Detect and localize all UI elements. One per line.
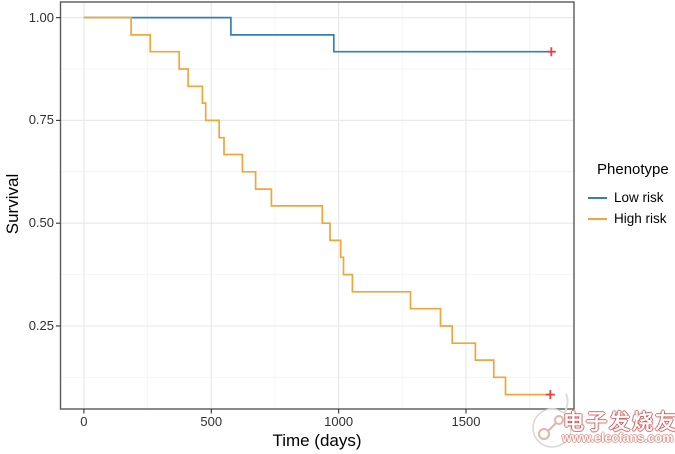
legend-item-high-risk: High risk xyxy=(588,208,669,229)
watermark-brand-text: 电子发烧友 xyxy=(563,411,675,434)
y-axis-title: Survival xyxy=(3,173,22,235)
legend-key-line-low-risk xyxy=(588,196,607,199)
x-tick-label: 0 xyxy=(80,414,88,429)
legend-item-low-risk: Low risk xyxy=(588,187,669,208)
survival-curve-low-risk xyxy=(83,16,552,53)
y-tick-label: 0.25 xyxy=(28,317,54,333)
y-tick-label: 0.75 xyxy=(28,112,54,128)
legend-key-line-high-risk xyxy=(588,217,607,220)
y-tick-label: 1.00 xyxy=(28,9,54,25)
watermark-url-text: www.elecfans.com xyxy=(562,431,674,445)
legend-label: High risk xyxy=(614,211,667,226)
survival-curve-high-risk xyxy=(83,16,551,396)
legend: Phenotype Low risk High risk xyxy=(588,161,669,229)
x-tick-label: 1000 xyxy=(324,414,354,429)
watermark: 电子发烧友 www.elecfans.com xyxy=(528,392,675,454)
panel-border xyxy=(59,1,575,410)
legend-label: Low risk xyxy=(614,190,664,205)
x-tick-label: 1500 xyxy=(451,414,481,429)
x-axis-title: Time (days) xyxy=(272,431,362,450)
legend-title: Phenotype xyxy=(597,161,669,178)
x-tick-label: 500 xyxy=(200,414,223,429)
elecfans-logo-icon xyxy=(532,393,572,448)
y-tick-label: 0.50 xyxy=(28,215,54,231)
